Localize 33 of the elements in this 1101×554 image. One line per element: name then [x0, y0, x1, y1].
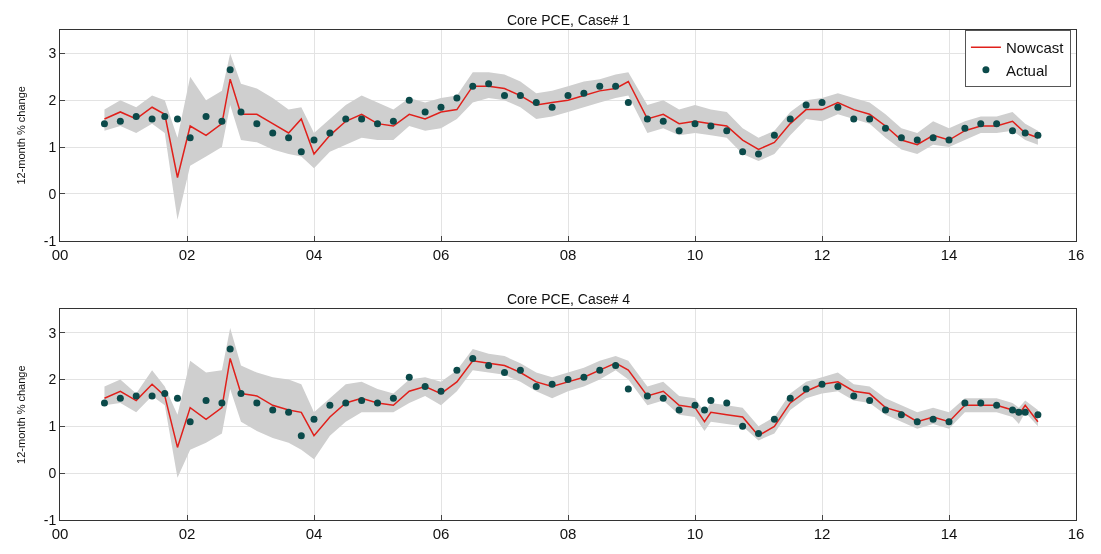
chart-title: Core PCE, Case# 4 — [507, 291, 631, 307]
y-axis-title: 12-month % change — [15, 365, 28, 464]
y-tick-label: 1 — [48, 138, 57, 155]
y-tick-label: 3 — [48, 324, 57, 341]
x-tick-label: 14 — [940, 245, 958, 263]
y-tick-label: 2 — [48, 92, 57, 109]
x-tick-label: 00 — [51, 525, 69, 542]
x-tick-label: 02 — [178, 525, 196, 542]
y-tick-label: 2 — [48, 371, 57, 388]
y-tick-label: 1 — [48, 418, 57, 435]
y-tick-label: 0 — [48, 185, 57, 202]
x-tick-label: 06 — [432, 525, 450, 542]
x-tick-label: 04 — [305, 525, 323, 542]
y-tick-label: -1 — [43, 511, 57, 528]
legend-label: Actual — [1005, 61, 1048, 79]
x-tick-label: 10 — [686, 525, 704, 542]
legend-label: Nowcast — [1005, 39, 1065, 57]
x-tick-label: 12 — [813, 245, 831, 263]
x-tick-label: 08 — [559, 245, 577, 263]
x-tick-label: 06 — [432, 245, 450, 263]
x-tick-label: 14 — [940, 525, 958, 542]
chart-title: Core PCE, Case# 1 — [507, 12, 631, 28]
x-tick-label: 04 — [305, 245, 323, 263]
y-axis-title: 12-month % change — [15, 86, 28, 185]
line-series — [103, 357, 1039, 449]
x-tick-label: 16 — [1067, 245, 1085, 263]
x-tick-label: 08 — [559, 525, 577, 542]
x-tick-label: 16 — [1067, 525, 1085, 542]
y-tick-label: 0 — [48, 465, 57, 482]
x-tick-label: 10 — [686, 245, 704, 263]
x-tick-label: 12 — [813, 525, 831, 542]
y-tick-label: 3 — [48, 45, 57, 62]
x-tick-label: 02 — [178, 245, 196, 263]
